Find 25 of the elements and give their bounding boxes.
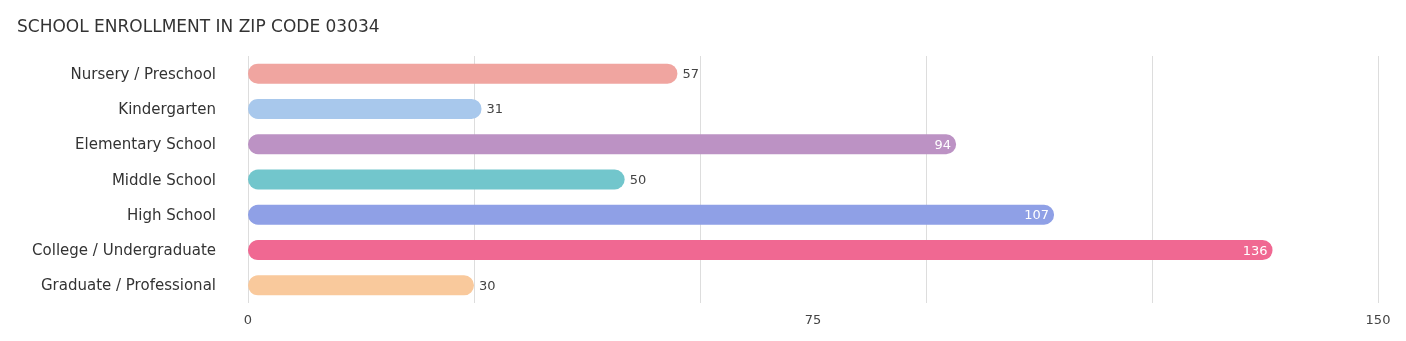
y-tick-label: Graduate / Professional <box>40 276 216 295</box>
bar <box>248 98 482 119</box>
data-label: 57 <box>682 66 699 82</box>
x-tick-label: 75 <box>804 312 822 327</box>
bar <box>248 63 678 84</box>
y-tick-label: College / Undergraduate <box>32 241 216 260</box>
bar <box>248 275 474 296</box>
data-label: 94 <box>934 136 952 152</box>
bar <box>248 204 1055 225</box>
y-tick-label: High School <box>126 205 216 224</box>
data-label: 31 <box>486 101 504 117</box>
data-label: 30 <box>479 277 496 293</box>
x-tick-label: 150 <box>1365 312 1391 327</box>
y-tick-label: Kindergarten <box>118 99 216 118</box>
x-tick-label: 0 <box>243 312 253 327</box>
bar <box>248 240 1273 261</box>
bar <box>248 134 957 155</box>
bar <box>248 169 625 190</box>
data-label: 136 <box>1242 242 1268 258</box>
y-tick-label: Nursery / Preschool <box>70 64 216 83</box>
y-tick-label: Elementary School <box>75 135 216 154</box>
chart-title: SCHOOL ENROLLMENT IN ZIP CODE 03034 <box>17 15 380 36</box>
y-tick-label: Middle School <box>111 170 216 189</box>
data-label: 50 <box>629 172 647 187</box>
data-label: 107 <box>1024 207 1050 223</box>
